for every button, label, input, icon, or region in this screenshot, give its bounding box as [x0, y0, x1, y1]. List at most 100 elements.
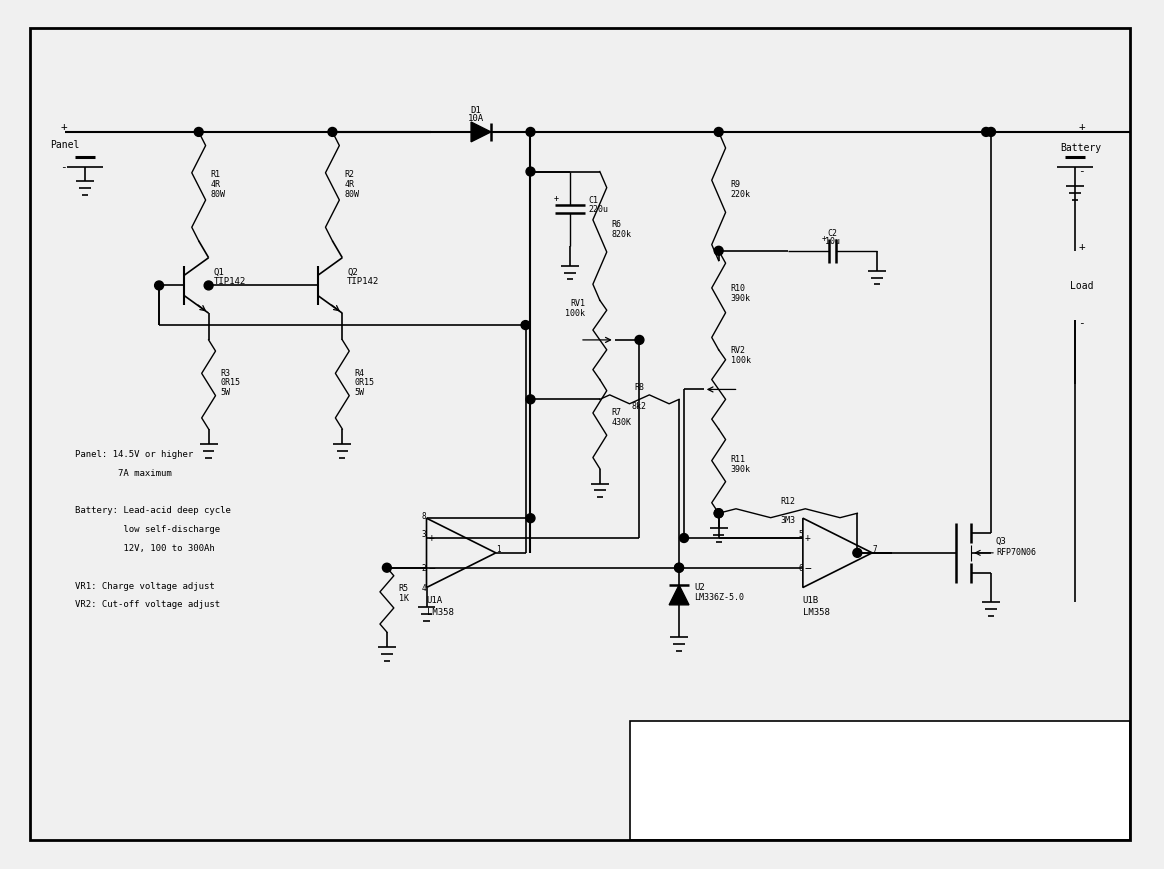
Text: Panel: 14.5V or higher: Panel: 14.5V or higher — [74, 449, 193, 458]
Polygon shape — [471, 123, 491, 143]
Text: XQ2FOD - SDLREG2.SCH: XQ2FOD - SDLREG2.SCH — [809, 811, 927, 820]
Text: 5: 5 — [799, 529, 803, 539]
Circle shape — [715, 509, 723, 518]
Text: 430K: 430K — [612, 418, 632, 427]
Circle shape — [526, 395, 535, 404]
Circle shape — [675, 564, 683, 573]
Text: R3: R3 — [220, 368, 230, 377]
Text: D1: D1 — [470, 106, 482, 115]
Circle shape — [155, 282, 164, 290]
Circle shape — [853, 548, 861, 558]
Text: C1: C1 — [588, 196, 598, 204]
Text: 100k: 100k — [565, 308, 585, 318]
Text: Battery: Battery — [1060, 143, 1101, 153]
Text: R12: R12 — [781, 497, 795, 506]
Text: 2: 2 — [421, 563, 426, 572]
Text: 3: 3 — [1083, 811, 1088, 820]
Text: 80W: 80W — [345, 190, 360, 199]
Text: 0R15: 0R15 — [220, 378, 241, 387]
Polygon shape — [669, 586, 689, 605]
Text: 10u: 10u — [825, 236, 840, 246]
Text: 1: 1 — [496, 544, 501, 554]
Text: low self-discharge: low self-discharge — [74, 525, 220, 534]
Text: U1A: U1A — [426, 595, 442, 605]
Text: 12V, 100 to 300Ah: 12V, 100 to 300Ah — [74, 543, 214, 553]
Text: 8k2: 8k2 — [632, 401, 647, 411]
Circle shape — [981, 129, 991, 137]
Text: C2: C2 — [828, 229, 838, 237]
Circle shape — [526, 514, 535, 523]
Text: 3: 3 — [421, 529, 426, 539]
Circle shape — [680, 534, 688, 543]
Text: RFP70N06: RFP70N06 — [996, 547, 1036, 556]
Circle shape — [715, 509, 723, 518]
Text: −: − — [428, 564, 435, 574]
Text: 6: 6 — [799, 563, 803, 572]
Bar — [630, 721, 1130, 840]
Text: Title: Title — [639, 765, 666, 773]
Text: +: + — [1078, 242, 1085, 251]
Text: RV1: RV1 — [570, 299, 585, 308]
Text: 7: 7 — [872, 544, 876, 554]
Text: Document Number: Document Number — [709, 792, 789, 801]
Text: Sheet: Sheet — [828, 826, 854, 836]
Circle shape — [675, 564, 683, 573]
Text: 100k: 100k — [731, 355, 751, 364]
Text: R10: R10 — [731, 284, 746, 293]
Text: 1K: 1K — [399, 594, 409, 602]
Text: -: - — [61, 163, 66, 172]
Text: 4R: 4R — [345, 180, 354, 189]
Circle shape — [715, 129, 723, 137]
Text: Date:: Date: — [639, 826, 666, 836]
Text: LM358: LM358 — [803, 607, 830, 616]
Text: R6: R6 — [612, 220, 622, 229]
Text: LM358: LM358 — [426, 607, 454, 616]
Circle shape — [204, 282, 213, 290]
Text: R4: R4 — [354, 368, 364, 377]
Text: +: + — [61, 122, 66, 132]
Text: Panel: Panel — [50, 140, 79, 149]
Text: Q3: Q3 — [996, 536, 1007, 546]
Text: Q1: Q1 — [213, 268, 225, 276]
Circle shape — [328, 129, 336, 137]
Text: +: + — [804, 533, 811, 542]
Text: VR1: Charge voltage adjust: VR1: Charge voltage adjust — [74, 580, 214, 590]
Circle shape — [526, 129, 535, 137]
Text: April 28, 2000: April 28, 2000 — [701, 826, 776, 836]
Text: 3M3: 3M3 — [781, 515, 795, 525]
Circle shape — [636, 336, 644, 345]
Text: TIP142: TIP142 — [213, 277, 246, 286]
Text: FODelectronic: FODelectronic — [836, 733, 923, 743]
Circle shape — [521, 322, 530, 330]
Text: LM336Z-5.0: LM336Z-5.0 — [694, 593, 744, 601]
Text: U2: U2 — [694, 582, 704, 591]
Text: 390k: 390k — [731, 465, 751, 474]
Text: 5W: 5W — [354, 388, 364, 397]
Text: +: + — [821, 234, 825, 242]
Text: 220k: 220k — [731, 190, 751, 199]
Circle shape — [194, 129, 204, 137]
Circle shape — [526, 168, 535, 176]
Text: R5: R5 — [399, 583, 409, 593]
Text: Solar Panel Shunt Regulator: Solar Panel Shunt Regulator — [788, 771, 971, 781]
Text: 0R15: 0R15 — [354, 378, 374, 387]
Text: +: + — [428, 533, 434, 542]
Text: R2: R2 — [345, 170, 354, 179]
Text: 80W: 80W — [211, 190, 226, 199]
Text: 7A maximum: 7A maximum — [74, 468, 171, 477]
Circle shape — [383, 564, 391, 573]
Text: R11: R11 — [731, 454, 746, 464]
Text: 4R: 4R — [211, 180, 221, 189]
Text: -: - — [1078, 166, 1085, 176]
Text: 8: 8 — [421, 512, 426, 521]
Text: -: - — [1078, 318, 1085, 328]
Text: 1 of  1: 1 of 1 — [992, 826, 1030, 836]
Text: R8: R8 — [634, 383, 645, 392]
Text: 390k: 390k — [731, 294, 751, 303]
Text: R1: R1 — [211, 170, 221, 179]
Text: +: + — [1078, 122, 1085, 132]
Text: R7: R7 — [612, 408, 622, 417]
Text: Q2: Q2 — [347, 268, 359, 276]
Text: VR2: Cut-off voltage adjust: VR2: Cut-off voltage adjust — [74, 600, 220, 608]
Text: R9: R9 — [731, 180, 740, 189]
